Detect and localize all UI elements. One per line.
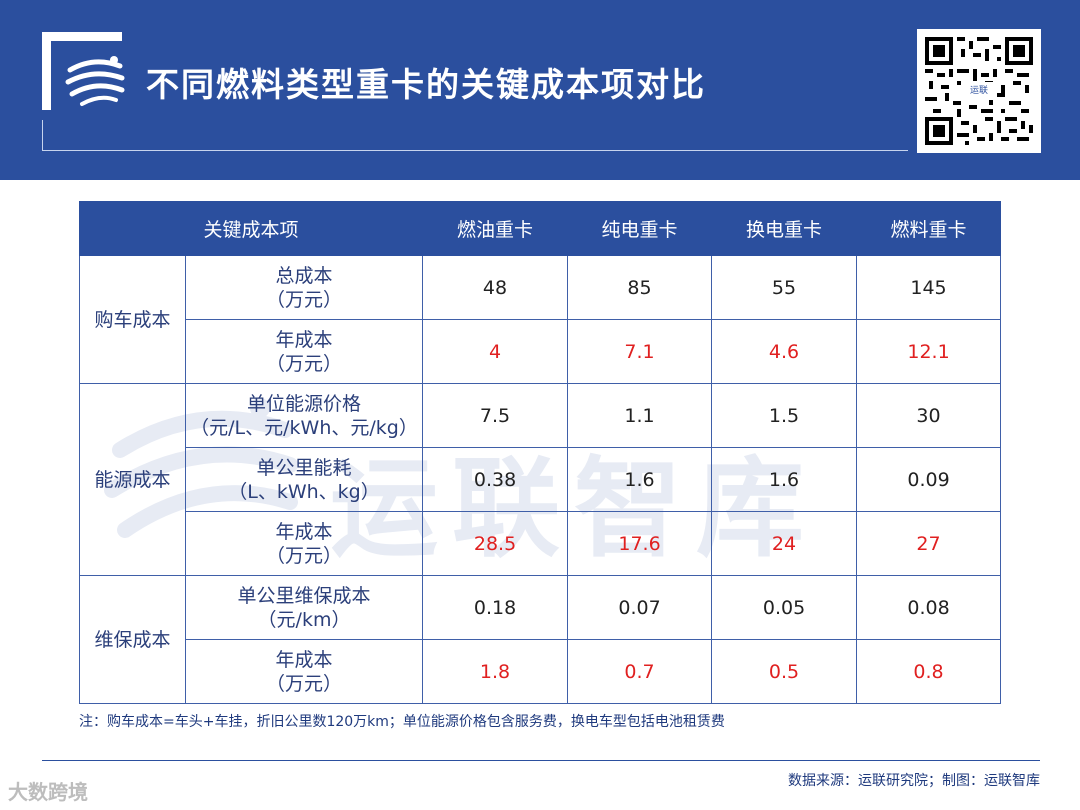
table-row: 年成本 （万元） 4 7.1 4.6 12.1 (80, 319, 1002, 384)
frame-corner-left (42, 32, 51, 110)
yunlian-logo-icon (65, 56, 125, 106)
table-cell: 7.5 (422, 383, 569, 448)
table-cell: 145 (856, 255, 1002, 320)
table-cell-highlight: 24 (711, 511, 858, 576)
table-header-row: 关键成本项 燃油重卡 纯电重卡 换电重卡 燃料重卡 (78, 201, 1002, 256)
header-diesel-truck: 燃油重卡 (422, 201, 569, 256)
page-title: 不同燃料类型重卡的关键成本项对比 (146, 65, 706, 104)
table-cell-highlight: 0.7 (567, 639, 713, 704)
frame-tick (42, 120, 43, 151)
category-purchase: 购车成本 (79, 255, 186, 384)
brand-watermark: 大数跨境 (8, 780, 88, 804)
row-label: 单位能源价格 （元/L、元/kWh、元/kg） (184, 383, 424, 448)
row-label: 年成本 （万元） (184, 639, 424, 704)
table-cell: 48 (422, 255, 569, 320)
table-cell-highlight: 12.1 (856, 319, 1002, 384)
table-cell: 1.6 (567, 447, 713, 512)
table-cell: 0.05 (711, 575, 858, 640)
table-cell-highlight: 0.5 (711, 639, 858, 704)
frame-bottom-line (42, 150, 908, 151)
row-label: 单公里能耗 （L、kWh、kg） (184, 447, 424, 512)
qr-badge-label: 运联 (963, 82, 995, 100)
row-label: 年成本 （万元） (184, 511, 424, 576)
table-cell: 0.07 (567, 575, 713, 640)
table-cell-highlight: 27 (856, 511, 1002, 576)
table-row: 购车成本 总成本 （万元） 48 85 55 145 (79, 255, 1002, 384)
row-label: 总成本 （万元） (184, 255, 424, 320)
table-cell: 1.6 (711, 447, 858, 512)
table-cell: 0.08 (856, 575, 1002, 640)
category-maintenance: 维保成本 (79, 575, 186, 704)
table-cell-highlight: 28.5 (422, 511, 569, 576)
table-cell: 1.1 (567, 383, 713, 448)
footnote: 注：购车成本=车头+车挂，折旧公里数120万km；单位能源价格包含服务费，换电车… (79, 714, 725, 730)
table-cell-highlight: 0.8 (856, 639, 1002, 704)
header-fuel-cell-truck: 燃料重卡 (856, 201, 1002, 256)
category-energy: 能源成本 (79, 383, 186, 576)
table-cell-highlight: 1.8 (422, 639, 569, 704)
table-cell: 0.18 (422, 575, 569, 640)
table-cell-highlight: 7.1 (567, 319, 713, 384)
table-cell: 0.38 (422, 447, 569, 512)
header-battery-swap-truck: 换电重卡 (711, 201, 858, 256)
table-cell: 30 (856, 383, 1002, 448)
qr-code: 运联 (917, 29, 1041, 153)
source-credit: 数据来源：运联研究院；制图：运联智库 (788, 773, 1040, 789)
table-cell: 0.09 (856, 447, 1002, 512)
table-row: 年成本 （万元） 1.8 0.7 0.5 0.8 (80, 639, 1002, 704)
header-cost-item: 关键成本项 (78, 201, 424, 256)
table-row: 年成本 （万元） 28.5 17.6 24 27 (80, 511, 1002, 576)
row-label: 单公里维保成本 （元/km） (184, 575, 424, 640)
table-row: 能源成本 单位能源价格 （元/L、元/kWh、元/kg） 7.5 1.1 1.5 … (79, 383, 1002, 576)
footer-divider (42, 760, 1040, 761)
qr-code-icon (925, 37, 1033, 145)
table-cell-highlight: 4.6 (711, 319, 858, 384)
table-cell: 85 (567, 255, 713, 320)
table-row: 维保成本 单公里维保成本 （元/km） 0.18 0.07 0.05 0.08 (79, 575, 1002, 704)
table-cell-highlight: 17.6 (567, 511, 713, 576)
table-cell-highlight: 4 (422, 319, 569, 384)
table-cell: 55 (711, 255, 858, 320)
frame-corner-top (42, 32, 122, 41)
header-electric-truck: 纯电重卡 (567, 201, 713, 256)
header-band: 不同燃料类型重卡的关键成本项对比 运联 (0, 0, 1080, 180)
cost-comparison-table: 关键成本项 燃油重卡 纯电重卡 换电重卡 燃料重卡 购车成本 总成本 （万元） 4… (78, 201, 1002, 704)
table-cell: 1.5 (711, 383, 858, 448)
row-label: 年成本 （万元） (184, 319, 424, 384)
table-row: 单公里能耗 （L、kWh、kg） 0.38 1.6 1.6 0.09 (80, 447, 1002, 512)
